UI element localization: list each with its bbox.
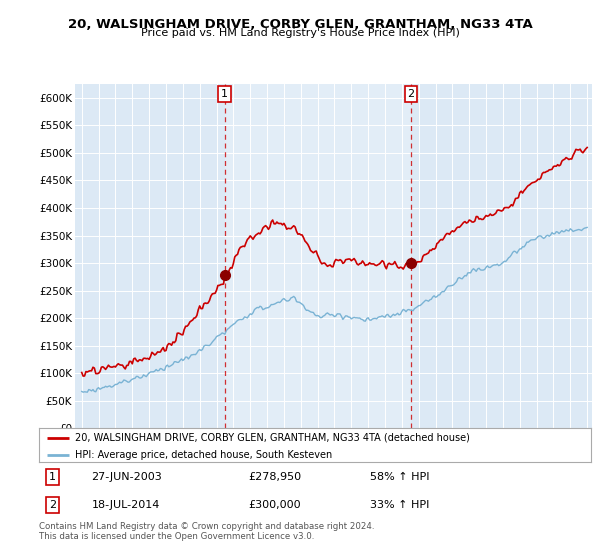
- Text: Price paid vs. HM Land Registry's House Price Index (HPI): Price paid vs. HM Land Registry's House …: [140, 28, 460, 38]
- Text: 2: 2: [407, 89, 415, 99]
- Text: 58% ↑ HPI: 58% ↑ HPI: [370, 472, 430, 482]
- Text: 18-JUL-2014: 18-JUL-2014: [91, 500, 160, 510]
- Text: 20, WALSINGHAM DRIVE, CORBY GLEN, GRANTHAM, NG33 4TA (detached house): 20, WALSINGHAM DRIVE, CORBY GLEN, GRANTH…: [75, 433, 470, 443]
- Text: 20, WALSINGHAM DRIVE, CORBY GLEN, GRANTHAM, NG33 4TA: 20, WALSINGHAM DRIVE, CORBY GLEN, GRANTH…: [68, 18, 532, 31]
- Text: 1: 1: [221, 89, 228, 99]
- Text: 27-JUN-2003: 27-JUN-2003: [91, 472, 162, 482]
- Text: 2: 2: [49, 500, 56, 510]
- Text: 33% ↑ HPI: 33% ↑ HPI: [370, 500, 430, 510]
- Text: £278,950: £278,950: [249, 472, 302, 482]
- Bar: [225, 84, 411, 428]
- Text: 1: 1: [49, 472, 56, 482]
- Text: HPI: Average price, detached house, South Kesteven: HPI: Average price, detached house, Sout…: [75, 450, 332, 460]
- Text: Contains HM Land Registry data © Crown copyright and database right 2024.
This d: Contains HM Land Registry data © Crown c…: [39, 522, 374, 542]
- Text: £300,000: £300,000: [249, 500, 301, 510]
